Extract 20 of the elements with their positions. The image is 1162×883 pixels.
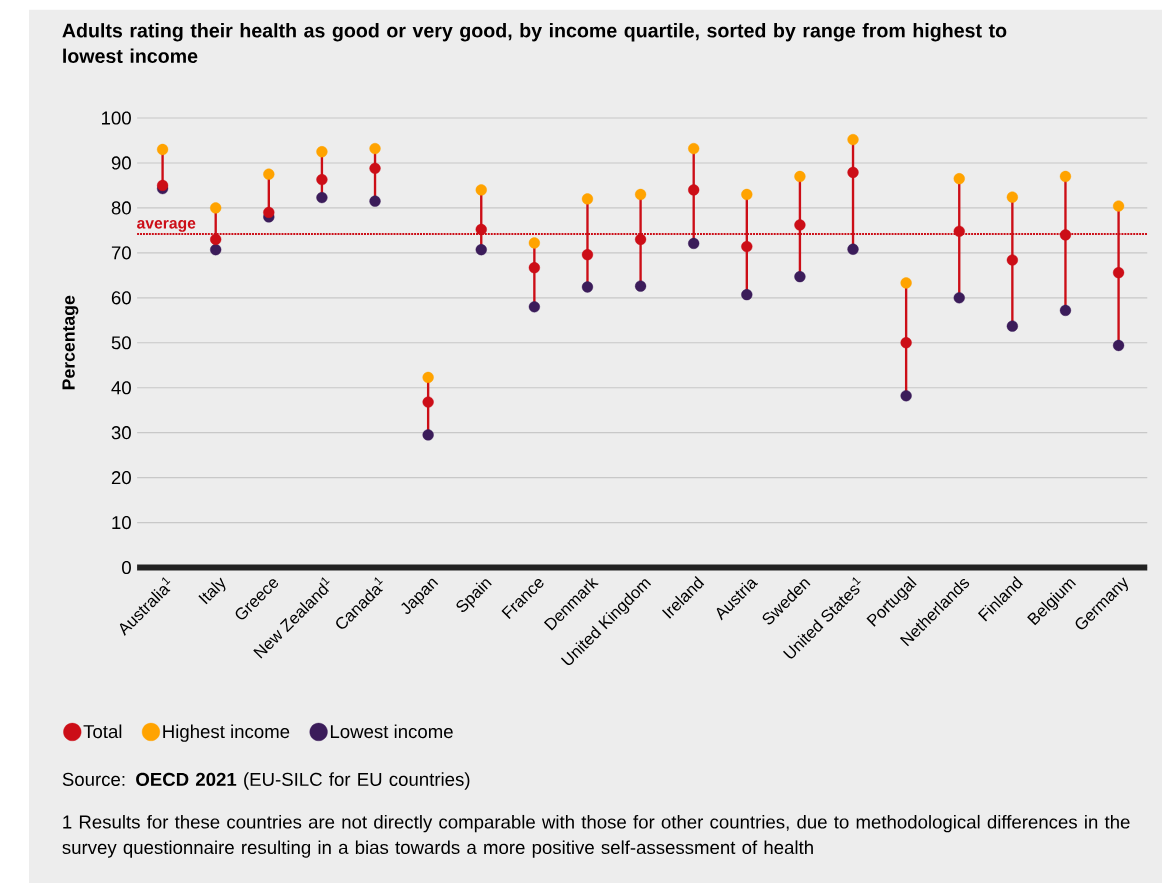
y-tick-label: 60 <box>111 291 131 305</box>
legend-label: Highest income <box>163 724 290 742</box>
y-tick-label: 100 <box>102 111 131 125</box>
y-axis-title: Percentage <box>62 295 79 390</box>
y-tick-label: 0 <box>122 560 131 574</box>
y-tick-label: 80 <box>111 201 131 215</box>
legend-label: Total <box>83 724 122 739</box>
source-note: Source: OECD 2021 (EU-SILC for EU countries) <box>62 772 470 790</box>
y-tick-label: 40 <box>111 381 131 395</box>
y-tick-label: 50 <box>111 336 131 350</box>
y-tick-label: 90 <box>111 156 131 170</box>
chart-title: Adults rating their health as good or very good, by income quartile, sorted by range from highest to lowest income <box>62 23 1007 63</box>
legend-label: Lowest income <box>330 724 453 739</box>
x-tick-label: Italy <box>198 577 226 605</box>
y-tick-label: 30 <box>111 425 131 440</box>
text: 1 Results for these countries are not directly comparable with those for other countries, due to methodological differences in the survey questionnaire resulting in a bias towards a more positive self-assessment of health <box>62 814 1130 858</box>
y-tick-label: 70 <box>111 246 131 260</box>
y-tick-label: 20 <box>111 470 131 485</box>
y-tick-label: 10 <box>112 515 131 530</box>
ref-line-label: average <box>137 219 196 232</box>
